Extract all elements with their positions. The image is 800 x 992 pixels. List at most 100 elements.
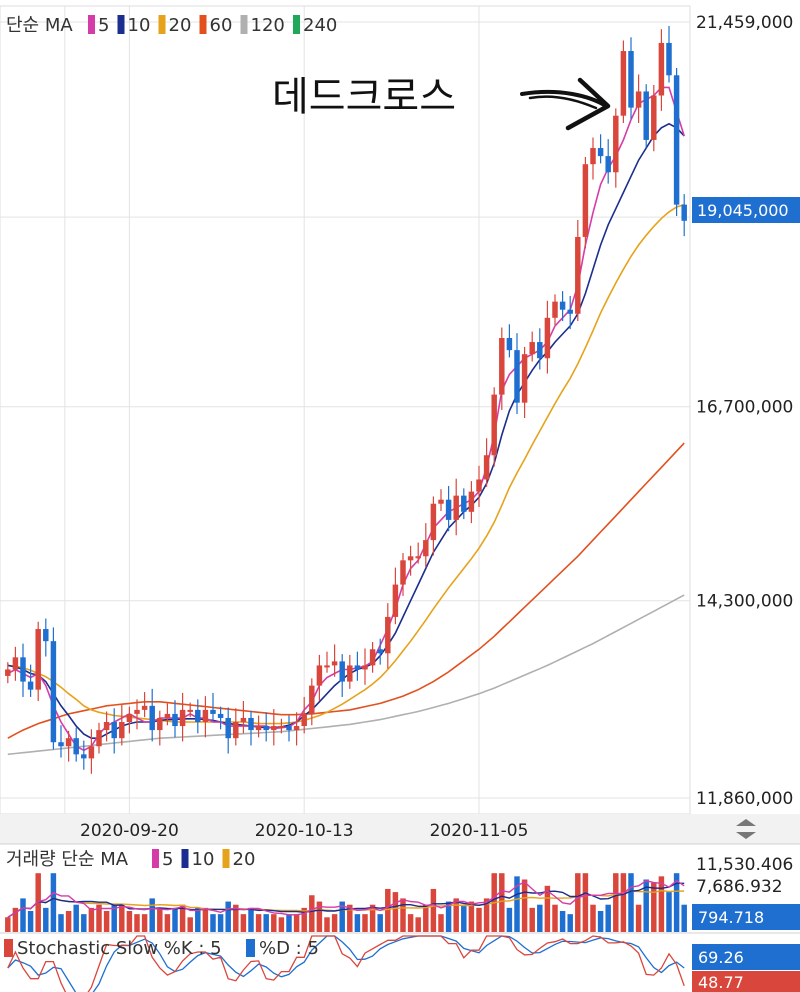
candle bbox=[73, 727, 79, 762]
stoch-d-label: %D : 5 bbox=[259, 938, 319, 959]
volume-bar bbox=[293, 914, 300, 932]
candle bbox=[65, 730, 72, 762]
candle bbox=[12, 646, 19, 681]
candle bbox=[453, 478, 459, 536]
volume-bar bbox=[263, 914, 269, 932]
volume-bar bbox=[217, 914, 224, 932]
ma60-line bbox=[7, 442, 685, 739]
volume-bar bbox=[331, 914, 338, 932]
candle bbox=[195, 699, 201, 734]
volume-bar bbox=[255, 914, 262, 932]
candle bbox=[286, 715, 292, 742]
volume-bar bbox=[582, 873, 589, 932]
candle bbox=[415, 542, 421, 564]
volume-bar bbox=[438, 914, 444, 932]
candle bbox=[491, 387, 497, 467]
volume-bar bbox=[415, 917, 421, 932]
date-tick-label: 2020-10-13 bbox=[255, 821, 354, 841]
volume-bar bbox=[597, 911, 604, 932]
candle bbox=[248, 710, 254, 746]
date-axis: 2020-09-20 2020-10-13 2020-11-05 bbox=[0, 814, 800, 844]
candle bbox=[141, 692, 148, 718]
volume-bar bbox=[103, 911, 110, 932]
ma-legend-swatch bbox=[88, 15, 95, 34]
volume-current-tag bbox=[692, 904, 800, 930]
current-price-value: 19,045,000 bbox=[697, 201, 789, 220]
candle bbox=[225, 707, 231, 754]
candle bbox=[628, 37, 634, 119]
price-tick-label: 21,459,000 bbox=[696, 13, 793, 33]
volume-bar bbox=[233, 904, 239, 932]
ma-legend-label: 20 bbox=[169, 15, 192, 36]
volume-legend-swatch bbox=[222, 849, 230, 868]
stoch-d-swatch bbox=[246, 939, 255, 957]
ma-legend-prefix: 단순 MA bbox=[6, 15, 73, 36]
volume-bar bbox=[620, 873, 627, 932]
candle bbox=[643, 84, 649, 148]
volume-bar bbox=[164, 914, 171, 932]
candle bbox=[385, 603, 391, 669]
candle bbox=[369, 641, 376, 673]
resize-handle-icon[interactable] bbox=[736, 819, 756, 839]
price-grid bbox=[0, 5, 691, 815]
volume-legend-label: 20 bbox=[233, 849, 256, 870]
candle bbox=[362, 648, 368, 685]
volume-bar bbox=[605, 904, 611, 932]
volume-bar bbox=[590, 904, 596, 932]
candle bbox=[27, 664, 34, 697]
candle bbox=[187, 702, 193, 718]
stoch-k-label: Stochastic Slow %K : 5 bbox=[17, 938, 222, 959]
candle bbox=[271, 709, 277, 746]
volume-bar bbox=[240, 914, 247, 932]
volume-legend-swatch bbox=[181, 849, 189, 868]
volume-bar bbox=[347, 904, 353, 932]
current-price-tag: 19,045,000 bbox=[692, 197, 800, 223]
volume-bar bbox=[126, 911, 133, 932]
volume-ma10-line bbox=[7, 882, 685, 918]
candle bbox=[567, 295, 573, 330]
candle bbox=[324, 651, 330, 673]
candle bbox=[58, 725, 64, 758]
candle bbox=[331, 644, 338, 677]
volume-bar bbox=[316, 901, 323, 932]
volume-bar bbox=[58, 914, 64, 932]
dead-cross-annotation: 데드크로스 bbox=[272, 74, 456, 120]
candle bbox=[635, 74, 642, 123]
price-tick-label: 14,300,000 bbox=[696, 592, 793, 612]
volume-bar bbox=[537, 904, 543, 932]
candle bbox=[88, 729, 95, 774]
candle bbox=[468, 481, 475, 524]
candle bbox=[666, 25, 672, 83]
candle bbox=[673, 67, 680, 216]
candle bbox=[43, 618, 49, 657]
volume-bar bbox=[324, 917, 330, 932]
candle bbox=[590, 137, 596, 180]
volume-bar bbox=[635, 904, 642, 932]
volume-bar bbox=[286, 914, 292, 932]
volume-bar bbox=[278, 917, 285, 932]
candle bbox=[651, 84, 657, 152]
volume-bar bbox=[445, 901, 452, 932]
volume-bar bbox=[643, 879, 649, 932]
volume-bar bbox=[65, 911, 72, 932]
candle bbox=[529, 331, 535, 362]
price-tick-label: 16,700,000 bbox=[696, 398, 793, 418]
stoch-k-line bbox=[7, 935, 685, 992]
candle bbox=[620, 40, 627, 123]
volume-bar bbox=[407, 914, 414, 932]
volume-bar bbox=[12, 907, 19, 932]
volume-bar bbox=[521, 879, 528, 932]
candle bbox=[157, 710, 163, 746]
volume-bar bbox=[681, 904, 687, 932]
volume-legend-label: 5 bbox=[162, 849, 173, 870]
volume-bar bbox=[400, 898, 406, 932]
volume-bar bbox=[187, 917, 193, 932]
volume-bar bbox=[73, 904, 79, 932]
volume-ma5-line bbox=[7, 879, 685, 918]
candle bbox=[233, 708, 239, 746]
candle bbox=[423, 523, 429, 568]
volume-bar bbox=[195, 907, 201, 932]
volume-legend-label: 10 bbox=[192, 849, 215, 870]
candle bbox=[96, 722, 102, 754]
volume-bar bbox=[179, 904, 186, 932]
